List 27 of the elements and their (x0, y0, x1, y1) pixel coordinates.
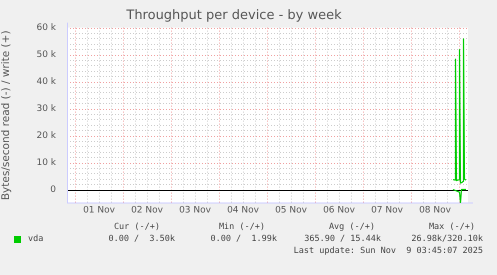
x-tick-label: 07 Nov (371, 206, 404, 216)
x-tick-label: 08 Nov (419, 206, 452, 216)
x-tick-label: 06 Nov (323, 206, 356, 216)
x-tick-label: 05 Nov (275, 206, 308, 216)
text: 365.90 / 15.44k (304, 234, 381, 244)
text: 26.98k/320.10k (411, 234, 483, 244)
y-axis-title: Bytes/second read (-) / write (+) (0, 30, 12, 200)
y-tick-label: 30 k (36, 104, 57, 114)
x-tick-label: 03 Nov (179, 206, 212, 216)
chart-title: Throughput per device - by week (125, 8, 342, 24)
y-tick-label: 20 k (36, 130, 57, 141)
text: Max (-/+) (428, 222, 475, 232)
x-tick-label: 04 Nov (227, 206, 260, 216)
text: Last update: Sun Nov 9 03:45:07 2025 (294, 246, 483, 256)
x-tick-label: 01 Nov (83, 206, 116, 216)
y-tick-label: 0 (50, 184, 56, 195)
legend-label: vda (28, 234, 44, 244)
y-tick-label: 40 k (36, 76, 57, 87)
text: 0.00 / 3.50k (108, 234, 175, 244)
y-tick-label: 10 k (36, 158, 57, 168)
text: Min (-/+) (218, 222, 265, 232)
text: Cur (-/+) (114, 222, 160, 232)
x-tick-label: 02 Nov (131, 206, 164, 216)
text: Avg (-/+) (328, 222, 375, 232)
y-tick-label: 60 k (36, 22, 57, 33)
text: 0.00 / 1.99k (210, 234, 277, 244)
y-tick-label: 50 k (36, 50, 57, 60)
